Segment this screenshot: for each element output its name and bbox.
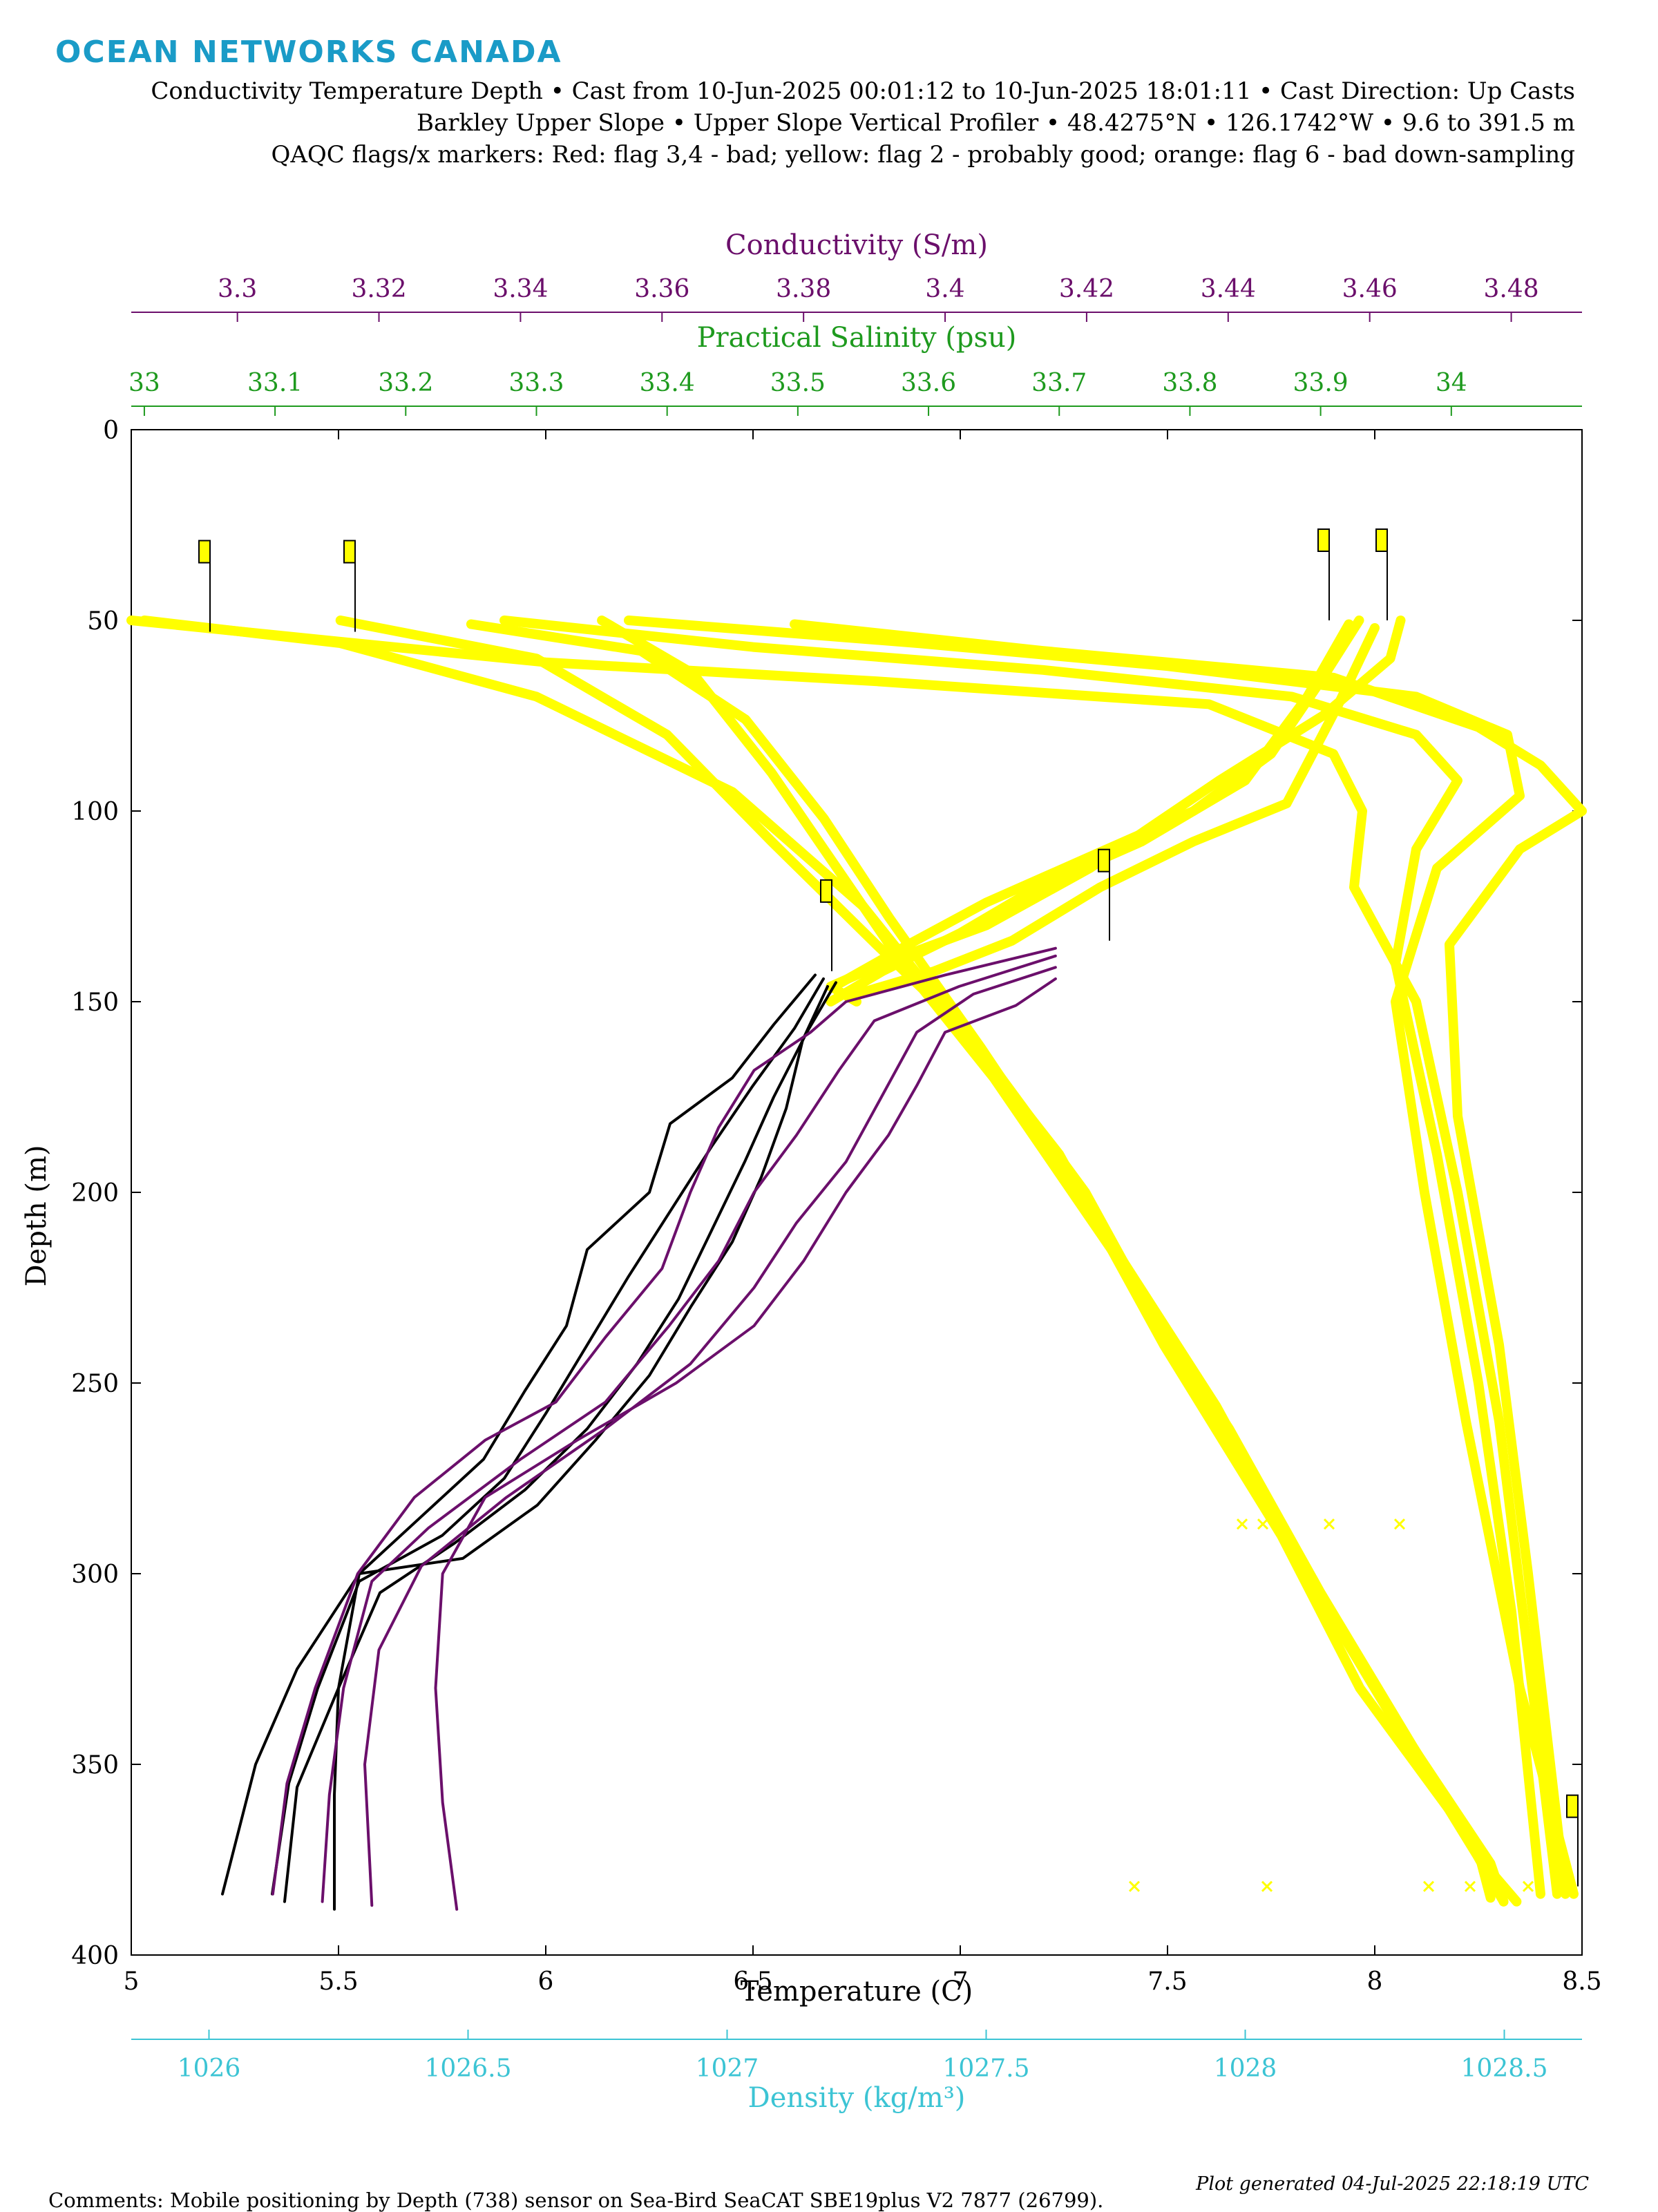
salinity-tick-label: 34 <box>1436 369 1467 397</box>
conductivity-tick-label: 3.3 <box>218 275 257 303</box>
x-marker <box>1422 1880 1435 1892</box>
x-tick-label-temperature: 6.5 <box>733 1967 772 1996</box>
x-tick-label-temperature: 7.5 <box>1147 1967 1187 1996</box>
flag-marker <box>820 879 832 903</box>
series-temperature-cast-2 <box>271 977 825 1896</box>
x-marker <box>1323 1518 1335 1530</box>
flag-marker <box>343 540 356 564</box>
density-tick-label: 1026 <box>178 2054 241 2083</box>
onc-logo: OCEAN NETWORKS CANADA <box>55 35 562 70</box>
x-marker <box>1522 1880 1534 1892</box>
series-temperature-flagged-cast-3 <box>790 619 1587 1899</box>
x-tick-label-temperature: 7 <box>953 1967 969 1996</box>
conductivity-tick-label: 3.34 <box>493 275 548 303</box>
x-tick-label-temperature: 5 <box>124 1967 140 1996</box>
series-conductivity-cast-4 <box>434 977 1057 1911</box>
x-marker <box>1464 1880 1476 1892</box>
x-marker <box>1236 1518 1248 1530</box>
x-marker <box>1261 1880 1273 1892</box>
density-tick-label: 1027 <box>696 2054 759 2083</box>
x-tick-label-temperature: 8 <box>1367 1967 1383 1996</box>
series-conductivity-cast-3 <box>363 966 1057 1907</box>
series-conductivity-cast-1 <box>271 946 1057 1896</box>
y-tick-label: 50 <box>87 607 119 636</box>
density-tick-label: 1028 <box>1214 2054 1277 2083</box>
salinity-tick-label: 33.6 <box>901 369 956 397</box>
xlabel-density: Density (kg/m³) <box>748 2082 966 2114</box>
flag-marker <box>1317 528 1330 552</box>
series-temperature-flagged-cast-1 <box>126 616 1562 1899</box>
conductivity-tick-label: 3.36 <box>634 275 689 303</box>
series-salinity-flagged-cast-2 <box>335 616 1509 1907</box>
xlabel-conductivity: Conductivity (S/m) <box>725 229 988 261</box>
y-tick-label: 150 <box>71 989 119 1017</box>
x-tick-label-temperature: 5.5 <box>318 1967 358 1996</box>
title-line-2: Barkley Upper Slope • Upper Slope Vertic… <box>417 109 1575 137</box>
footer-generated: Plot generated 04-Jul-2025 22:18:19 UTC <box>1196 2173 1589 2195</box>
y-tick-label: 350 <box>71 1751 119 1780</box>
chart-flags <box>198 528 1579 1892</box>
x-marker <box>1128 1880 1141 1892</box>
y-tick-label: 300 <box>71 1561 119 1589</box>
series-temperature-cast-4 <box>333 984 829 1911</box>
conductivity-tick-label: 3.48 <box>1483 275 1538 303</box>
x-marker <box>1393 1518 1406 1530</box>
salinity-tick-label: 33.1 <box>247 369 303 397</box>
salinity-tick-label: 33.5 <box>770 369 826 397</box>
salinity-tick-label: 33.3 <box>508 369 564 397</box>
density-tick-label: 1028.5 <box>1461 2054 1548 2083</box>
density-tick-label: 1027.5 <box>943 2054 1030 2083</box>
series-temperature-flagged-cast-4 <box>624 616 1579 1899</box>
conductivity-tick-label: 3.42 <box>1059 275 1114 303</box>
density-tick-label: 1026.5 <box>425 2054 512 2083</box>
series-temperature-flagged-cast-2 <box>499 616 1545 1899</box>
flag-marker <box>198 540 211 564</box>
salinity-tick-label: 33.7 <box>1031 369 1087 397</box>
x-tick-label-temperature: 6 <box>538 1967 554 1996</box>
flag-marker <box>1375 528 1388 552</box>
conductivity-tick-label: 3.44 <box>1201 275 1256 303</box>
salinity-tick-label: 33.8 <box>1162 369 1217 397</box>
salinity-tick-label: 33.4 <box>640 369 695 397</box>
flag-marker <box>1098 848 1110 873</box>
y-tick-label: 250 <box>71 1370 119 1398</box>
y-tick-label: 400 <box>71 1942 119 1970</box>
salinity-tick-label: 33.2 <box>378 369 433 397</box>
conductivity-tick-label: 3.4 <box>925 275 964 303</box>
xlabel-salinity: Practical Salinity (psu) <box>697 322 1017 354</box>
flag-marker <box>1566 1794 1579 1818</box>
title-line-3: QAQC flags/x markers: Red: flag 3,4 - ba… <box>271 141 1575 169</box>
x-tick-label-temperature: 8.5 <box>1562 1967 1601 1996</box>
salinity-tick-label: 33 <box>128 369 160 397</box>
y-tick-label: 200 <box>71 1179 119 1208</box>
series-density-flagged-cast-4 <box>852 623 1380 999</box>
conductivity-tick-label: 3.38 <box>776 275 831 303</box>
series-conductivity-cast-2 <box>321 954 1057 1903</box>
y-tick-label: 0 <box>103 417 119 445</box>
title-line-1: Conductivity Temperature Depth • Cast fr… <box>151 77 1575 105</box>
series-temperature-cast-3 <box>283 981 837 1903</box>
series-density-flagged-cast-3 <box>826 619 1354 1007</box>
footer-comments: Comments: Mobile positioning by Depth (7… <box>48 2189 1104 2212</box>
salinity-tick-label: 33.9 <box>1293 369 1349 397</box>
ylabel-depth: Depth (m) <box>21 1145 53 1286</box>
series-salinity-flagged-cast-4 <box>466 619 1509 1907</box>
y-tick-label: 100 <box>71 798 119 826</box>
conductivity-tick-label: 3.46 <box>1342 275 1398 303</box>
x-marker <box>1257 1518 1269 1530</box>
series-temperature-cast-1 <box>221 973 817 1896</box>
chart-series <box>126 616 1587 1911</box>
xlabel-temperature: Temperature (C) <box>741 1976 973 2008</box>
conductivity-tick-label: 3.32 <box>351 275 406 303</box>
